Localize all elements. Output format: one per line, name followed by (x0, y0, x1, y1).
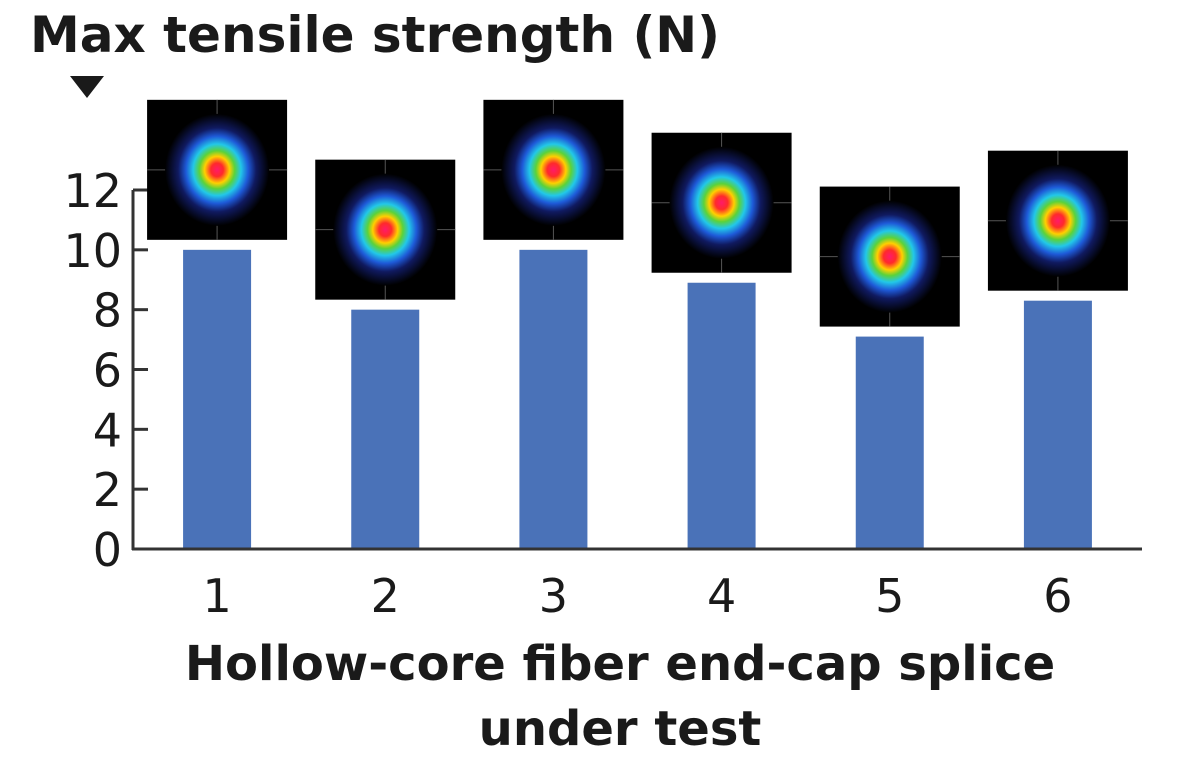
x-tick-label: 6 (1043, 569, 1072, 623)
beam-profile-image-6 (987, 150, 1128, 291)
beam-profile-image-1 (147, 99, 288, 240)
y-axis-arrow-icon (70, 76, 104, 98)
beam-profile-image-3 (483, 99, 624, 240)
bar-6 (1023, 300, 1092, 549)
x-tick-label: 4 (707, 569, 736, 623)
x-axis-label-line-2: under test (479, 701, 762, 757)
x-tick-label: 2 (371, 569, 400, 623)
x-tick-label: 1 (202, 569, 231, 623)
bar-4 (687, 282, 756, 549)
bar-3 (519, 249, 588, 550)
beam-profile-image-5 (819, 186, 960, 327)
bar-1 (183, 249, 252, 550)
y-tick-label: 4 (93, 403, 122, 457)
bar-2 (351, 309, 420, 549)
y-tick-label: 6 (93, 344, 122, 398)
y-tick-label: 0 (93, 523, 122, 577)
beam-profile-image-2 (315, 159, 456, 300)
y-tick-label: 2 (93, 463, 122, 517)
bar-5 (855, 336, 924, 549)
y-tick-label: 8 (93, 284, 122, 338)
x-tick-label: 3 (539, 569, 568, 623)
beam-profile-image-4 (651, 132, 792, 273)
x-axis-label-line-1: Hollow-core fiber end-cap splice (185, 636, 1055, 692)
y-tick-label: 12 (63, 164, 122, 218)
x-tick-label: 5 (875, 569, 904, 623)
y-axis-label: Max tensile strength (N) (30, 6, 720, 64)
y-tick-label: 10 (63, 224, 122, 278)
